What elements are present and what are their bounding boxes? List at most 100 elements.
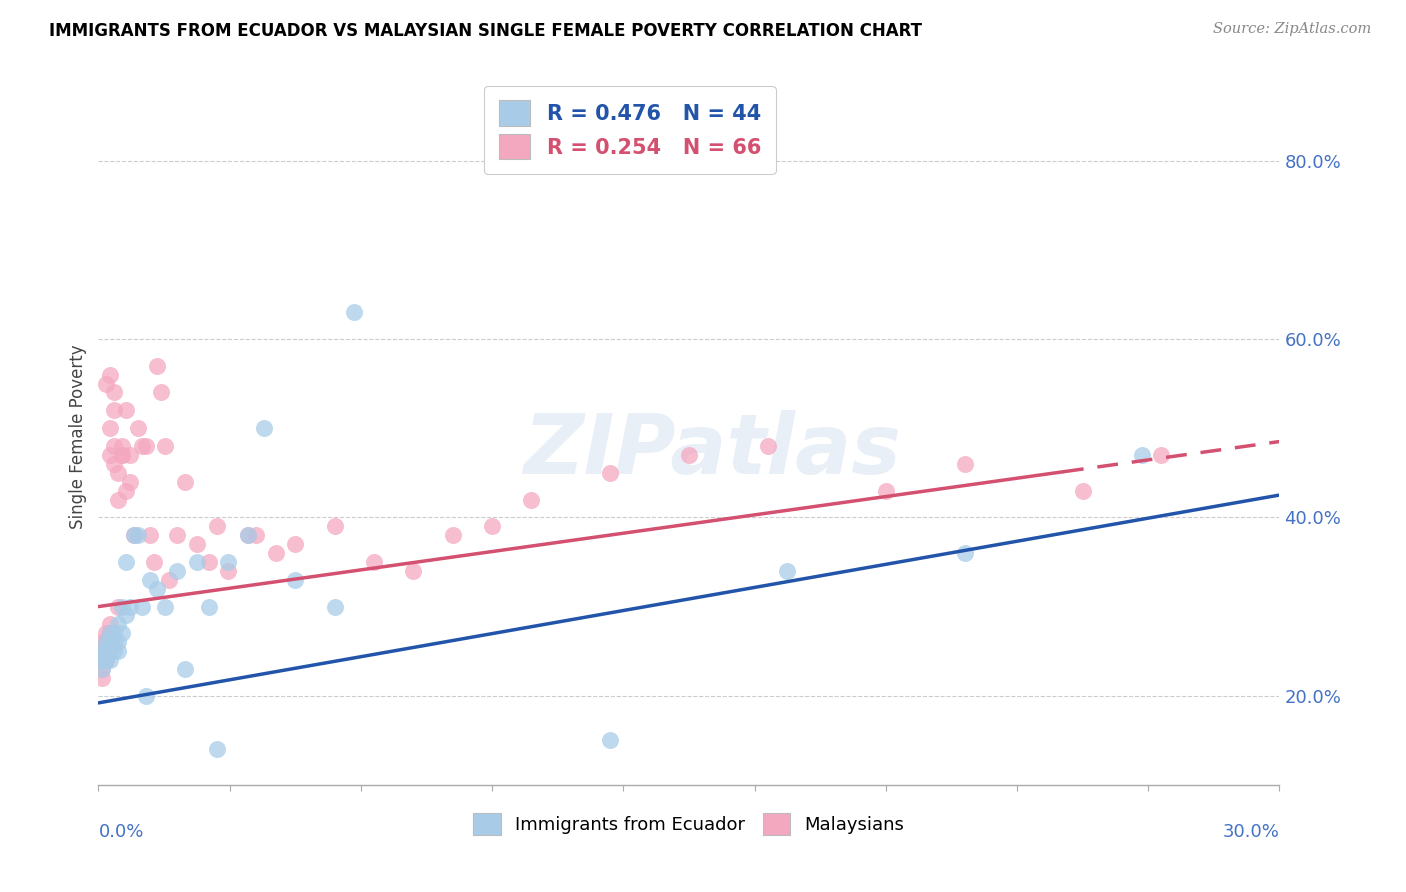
Point bbox=[103, 457, 125, 471]
Point bbox=[111, 599, 134, 614]
Point bbox=[103, 635, 125, 649]
Point bbox=[91, 644, 114, 658]
Point bbox=[96, 644, 118, 658]
Point bbox=[111, 626, 134, 640]
Point bbox=[284, 573, 307, 587]
Point bbox=[118, 475, 141, 489]
Point bbox=[98, 368, 121, 382]
Point bbox=[131, 439, 153, 453]
Point bbox=[155, 599, 177, 614]
Point bbox=[98, 644, 121, 658]
Point bbox=[146, 582, 169, 596]
Point bbox=[441, 528, 464, 542]
Point bbox=[107, 635, 129, 649]
Point bbox=[118, 448, 141, 462]
Point bbox=[98, 626, 121, 640]
Point bbox=[236, 528, 259, 542]
Point bbox=[217, 564, 239, 578]
Point bbox=[135, 439, 157, 453]
Point bbox=[98, 421, 121, 435]
Point bbox=[98, 617, 121, 632]
Point bbox=[96, 653, 118, 667]
Point bbox=[776, 564, 799, 578]
Point bbox=[135, 689, 157, 703]
Point bbox=[205, 742, 228, 756]
Point bbox=[127, 421, 149, 435]
Point bbox=[98, 448, 121, 462]
Point bbox=[91, 662, 114, 676]
Point bbox=[96, 626, 118, 640]
Point bbox=[1130, 448, 1153, 462]
Point bbox=[520, 492, 543, 507]
Point bbox=[253, 421, 276, 435]
Point bbox=[103, 626, 125, 640]
Point bbox=[115, 555, 138, 569]
Point bbox=[186, 555, 208, 569]
Point bbox=[91, 644, 114, 658]
Point bbox=[96, 653, 118, 667]
Point bbox=[103, 385, 125, 400]
Point bbox=[96, 635, 118, 649]
Point bbox=[96, 635, 118, 649]
Point bbox=[599, 466, 621, 480]
Point bbox=[363, 555, 385, 569]
Point bbox=[142, 555, 165, 569]
Point bbox=[402, 564, 425, 578]
Point bbox=[103, 439, 125, 453]
Point bbox=[91, 653, 114, 667]
Point bbox=[91, 653, 114, 667]
Y-axis label: Single Female Poverty: Single Female Poverty bbox=[69, 345, 87, 529]
Point bbox=[197, 555, 219, 569]
Point bbox=[155, 439, 177, 453]
Point bbox=[91, 644, 114, 658]
Point bbox=[115, 403, 138, 417]
Point bbox=[343, 305, 366, 319]
Text: ZIPatlas: ZIPatlas bbox=[523, 410, 901, 491]
Point bbox=[131, 599, 153, 614]
Text: IMMIGRANTS FROM ECUADOR VS MALAYSIAN SINGLE FEMALE POVERTY CORRELATION CHART: IMMIGRANTS FROM ECUADOR VS MALAYSIAN SIN… bbox=[49, 22, 922, 40]
Point bbox=[481, 519, 503, 533]
Text: Source: ZipAtlas.com: Source: ZipAtlas.com bbox=[1212, 22, 1371, 37]
Point bbox=[91, 671, 114, 685]
Point bbox=[107, 599, 129, 614]
Point bbox=[91, 635, 114, 649]
Point bbox=[174, 475, 197, 489]
Text: 0.0%: 0.0% bbox=[98, 823, 143, 841]
Point bbox=[103, 644, 125, 658]
Point bbox=[678, 448, 700, 462]
Point bbox=[91, 653, 114, 667]
Point bbox=[205, 519, 228, 533]
Point bbox=[166, 528, 188, 542]
Point bbox=[323, 519, 346, 533]
Point bbox=[127, 528, 149, 542]
Point bbox=[107, 466, 129, 480]
Point bbox=[96, 644, 118, 658]
Point bbox=[150, 385, 173, 400]
Point bbox=[107, 617, 129, 632]
Point bbox=[323, 599, 346, 614]
Point bbox=[107, 644, 129, 658]
Point bbox=[146, 359, 169, 373]
Point bbox=[1150, 448, 1173, 462]
Point bbox=[98, 653, 121, 667]
Text: 30.0%: 30.0% bbox=[1223, 823, 1279, 841]
Point bbox=[111, 439, 134, 453]
Point bbox=[115, 483, 138, 498]
Point bbox=[236, 528, 259, 542]
Point bbox=[107, 492, 129, 507]
Point bbox=[245, 528, 267, 542]
Point bbox=[122, 528, 145, 542]
Legend: Immigrants from Ecuador, Malaysians: Immigrants from Ecuador, Malaysians bbox=[467, 805, 911, 842]
Point bbox=[284, 537, 307, 551]
Point bbox=[91, 662, 114, 676]
Point bbox=[96, 635, 118, 649]
Point bbox=[599, 733, 621, 747]
Point bbox=[103, 403, 125, 417]
Point bbox=[875, 483, 897, 498]
Point bbox=[138, 573, 160, 587]
Point bbox=[157, 573, 180, 587]
Point bbox=[264, 546, 287, 560]
Point bbox=[122, 528, 145, 542]
Point bbox=[217, 555, 239, 569]
Point bbox=[111, 448, 134, 462]
